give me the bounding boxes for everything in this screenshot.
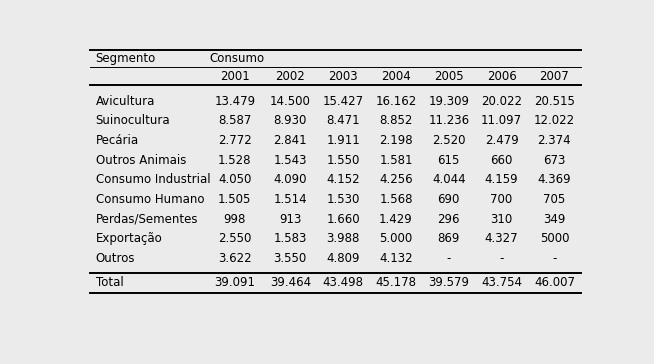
- Text: 2.479: 2.479: [485, 134, 519, 147]
- Text: 2.374: 2.374: [538, 134, 571, 147]
- Text: 2.198: 2.198: [379, 134, 413, 147]
- Text: 1.505: 1.505: [218, 193, 252, 206]
- Text: Segmento: Segmento: [95, 52, 156, 65]
- Text: 11.236: 11.236: [428, 114, 470, 127]
- Text: 296: 296: [438, 213, 460, 226]
- Text: 690: 690: [438, 193, 460, 206]
- Text: 4.159: 4.159: [485, 173, 519, 186]
- Text: 615: 615: [438, 154, 460, 167]
- Text: -: -: [447, 252, 451, 265]
- Text: 3.622: 3.622: [218, 252, 252, 265]
- Text: 4.256: 4.256: [379, 173, 413, 186]
- Text: Consumo Humano: Consumo Humano: [95, 193, 204, 206]
- Text: Suinocultura: Suinocultura: [95, 114, 170, 127]
- Text: 19.309: 19.309: [428, 95, 470, 108]
- Text: 4.050: 4.050: [218, 173, 252, 186]
- Text: 2.520: 2.520: [432, 134, 466, 147]
- Text: 16.162: 16.162: [375, 95, 417, 108]
- Text: Consumo: Consumo: [210, 52, 265, 65]
- Text: 43.498: 43.498: [322, 276, 364, 289]
- Text: 310: 310: [490, 213, 513, 226]
- Text: 673: 673: [543, 154, 566, 167]
- Text: 2005: 2005: [434, 70, 464, 83]
- Text: 913: 913: [279, 213, 301, 226]
- Text: 2.841: 2.841: [273, 134, 307, 147]
- Text: 20.022: 20.022: [481, 95, 522, 108]
- Text: 20.515: 20.515: [534, 95, 575, 108]
- Text: 3.550: 3.550: [273, 252, 307, 265]
- Text: Perdas/Sementes: Perdas/Sementes: [95, 213, 198, 226]
- Text: 4.090: 4.090: [273, 173, 307, 186]
- Text: 2006: 2006: [487, 70, 517, 83]
- Text: 349: 349: [543, 213, 566, 226]
- Text: 3.988: 3.988: [326, 232, 360, 245]
- Text: 998: 998: [224, 213, 246, 226]
- Text: Total: Total: [95, 276, 124, 289]
- Text: 2003: 2003: [328, 70, 358, 83]
- Text: 1.429: 1.429: [379, 213, 413, 226]
- Text: 2007: 2007: [540, 70, 570, 83]
- Text: 8.587: 8.587: [218, 114, 252, 127]
- Text: 1.911: 1.911: [326, 134, 360, 147]
- Text: 39.464: 39.464: [269, 276, 311, 289]
- Text: 869: 869: [438, 232, 460, 245]
- Text: 5.000: 5.000: [379, 232, 413, 245]
- Text: Avicultura: Avicultura: [95, 95, 155, 108]
- Text: 2001: 2001: [220, 70, 250, 83]
- Text: 1.543: 1.543: [273, 154, 307, 167]
- Text: 1.581: 1.581: [379, 154, 413, 167]
- Text: 2.550: 2.550: [218, 232, 252, 245]
- Text: -: -: [500, 252, 504, 265]
- Text: 15.427: 15.427: [322, 95, 364, 108]
- Text: 1.568: 1.568: [379, 193, 413, 206]
- Text: Consumo Industrial: Consumo Industrial: [95, 173, 211, 186]
- Text: 8.471: 8.471: [326, 114, 360, 127]
- Text: 12.022: 12.022: [534, 114, 575, 127]
- Text: 1.660: 1.660: [326, 213, 360, 226]
- Text: 1.550: 1.550: [326, 154, 360, 167]
- Text: 4.132: 4.132: [379, 252, 413, 265]
- Text: 660: 660: [490, 154, 513, 167]
- Text: 4.152: 4.152: [326, 173, 360, 186]
- Text: Outros Animais: Outros Animais: [95, 154, 186, 167]
- Text: 46.007: 46.007: [534, 276, 575, 289]
- Text: 705: 705: [543, 193, 566, 206]
- Text: Exportação: Exportação: [95, 232, 162, 245]
- Text: 4.044: 4.044: [432, 173, 466, 186]
- Text: 39.579: 39.579: [428, 276, 470, 289]
- Text: 39.091: 39.091: [215, 276, 255, 289]
- Text: 4.369: 4.369: [538, 173, 571, 186]
- Text: 5000: 5000: [540, 232, 569, 245]
- Text: 4.809: 4.809: [326, 252, 360, 265]
- Text: 1.583: 1.583: [273, 232, 307, 245]
- Text: 4.327: 4.327: [485, 232, 519, 245]
- Text: 11.097: 11.097: [481, 114, 522, 127]
- Text: 700: 700: [490, 193, 513, 206]
- Text: 14.500: 14.500: [270, 95, 311, 108]
- Text: 2.772: 2.772: [218, 134, 252, 147]
- Text: 2004: 2004: [381, 70, 411, 83]
- Text: 1.528: 1.528: [218, 154, 252, 167]
- Text: 43.754: 43.754: [481, 276, 522, 289]
- Text: Outros: Outros: [95, 252, 135, 265]
- Text: 1.530: 1.530: [326, 193, 360, 206]
- Text: 13.479: 13.479: [215, 95, 255, 108]
- Text: 8.930: 8.930: [273, 114, 307, 127]
- Text: 45.178: 45.178: [375, 276, 417, 289]
- Text: -: -: [552, 252, 557, 265]
- Text: 1.514: 1.514: [273, 193, 307, 206]
- Text: 8.852: 8.852: [379, 114, 413, 127]
- Text: 2002: 2002: [275, 70, 305, 83]
- Text: Pecária: Pecária: [95, 134, 139, 147]
